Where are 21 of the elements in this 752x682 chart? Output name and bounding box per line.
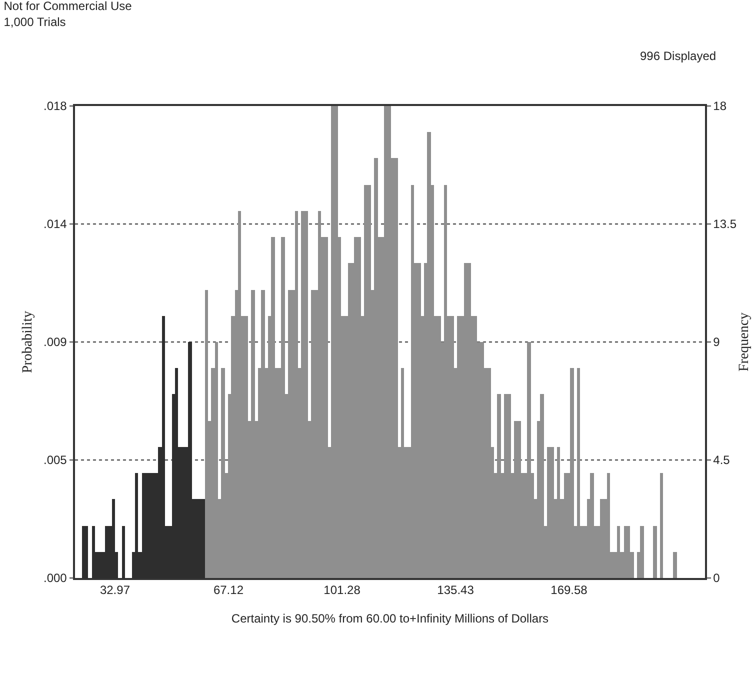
x-tick-label: 101.28 xyxy=(324,583,361,598)
y-axis-title: Probability xyxy=(20,310,36,374)
chart-title: Not for Commercial Use xyxy=(4,0,132,14)
x-tick-label: 135.43 xyxy=(437,583,474,598)
y2-axis-title: Frequency xyxy=(737,312,752,372)
y-tick-label: .000 xyxy=(43,571,68,586)
y2-tick-label: 0 xyxy=(713,571,720,586)
y2-tick-label: 18 xyxy=(713,99,727,114)
y-tick-label: .009 xyxy=(43,335,68,350)
y-tick-label: .014 xyxy=(43,217,68,232)
y2-tick-label: 9 xyxy=(713,335,720,350)
text: 996 Displayed xyxy=(640,49,716,63)
x-tick-label: 169.58 xyxy=(550,583,588,598)
y-tick-label: .005 xyxy=(43,453,68,468)
chart-subtitle: 1,000 Trials xyxy=(4,14,66,29)
x-axis-title: Certainty is 90.50% from 60.00 to+Infinity Millions of Dollars xyxy=(231,612,549,626)
x-tick-label: 67.12 xyxy=(213,583,244,598)
y2-tick-label: 13.5 xyxy=(713,217,737,232)
y-tick-label: .018 xyxy=(43,99,68,114)
x-tick-label: 32.97 xyxy=(100,583,130,598)
y2-tick-label: 4.5 xyxy=(713,453,730,468)
